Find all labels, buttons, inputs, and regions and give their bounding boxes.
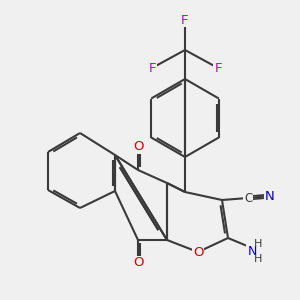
Text: N: N [265, 190, 275, 202]
Text: H: H [254, 254, 262, 263]
Text: N: N [247, 245, 257, 258]
Text: C: C [244, 191, 252, 205]
Text: O: O [133, 256, 143, 269]
Text: F: F [181, 14, 189, 26]
Text: F: F [214, 61, 222, 74]
Text: H: H [254, 239, 262, 249]
Text: F: F [148, 61, 156, 74]
Text: O: O [193, 245, 203, 259]
Text: O: O [133, 140, 143, 154]
